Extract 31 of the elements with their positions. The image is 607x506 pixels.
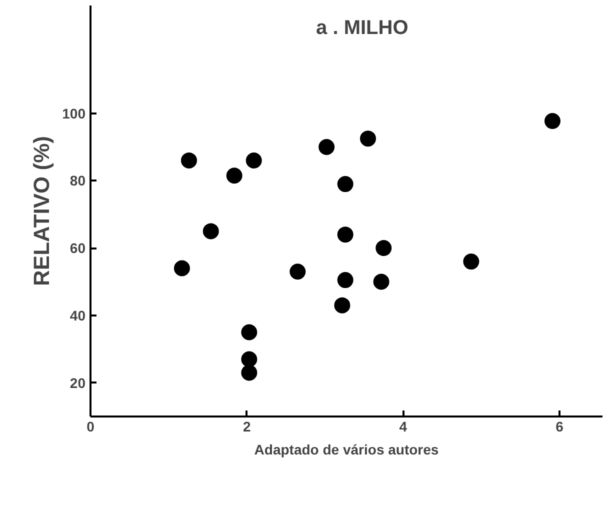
y-tick-label: 20 bbox=[70, 374, 86, 391]
y-tick-label: 100 bbox=[62, 105, 86, 122]
x-tick-label: 0 bbox=[86, 418, 95, 434]
y-tick-label: 80 bbox=[70, 172, 86, 189]
point bbox=[360, 130, 376, 147]
y-axis-title: RELATIVO (%) bbox=[29, 136, 54, 286]
point bbox=[337, 176, 354, 192]
point bbox=[463, 254, 480, 270]
point bbox=[334, 297, 350, 314]
point bbox=[202, 223, 219, 240]
point bbox=[241, 324, 258, 340]
point bbox=[174, 260, 190, 276]
point bbox=[226, 168, 242, 184]
point bbox=[376, 240, 392, 256]
point bbox=[544, 113, 560, 130]
point bbox=[337, 272, 354, 288]
point bbox=[180, 152, 197, 168]
point bbox=[337, 226, 354, 243]
text: a . MILHO bbox=[316, 17, 408, 40]
x-tick-label: 6 bbox=[556, 418, 564, 434]
point bbox=[241, 364, 258, 381]
point bbox=[246, 152, 262, 168]
x-tick-label: 4 bbox=[399, 418, 408, 434]
point bbox=[373, 274, 390, 290]
x-tick-label: 2 bbox=[242, 418, 251, 434]
y-tick-label: 40 bbox=[70, 307, 86, 324]
point bbox=[318, 139, 335, 155]
text: Adaptado de vários autores bbox=[254, 442, 439, 458]
y-tick-label: 60 bbox=[70, 240, 86, 256]
point bbox=[290, 264, 306, 280]
point bbox=[241, 351, 258, 368]
